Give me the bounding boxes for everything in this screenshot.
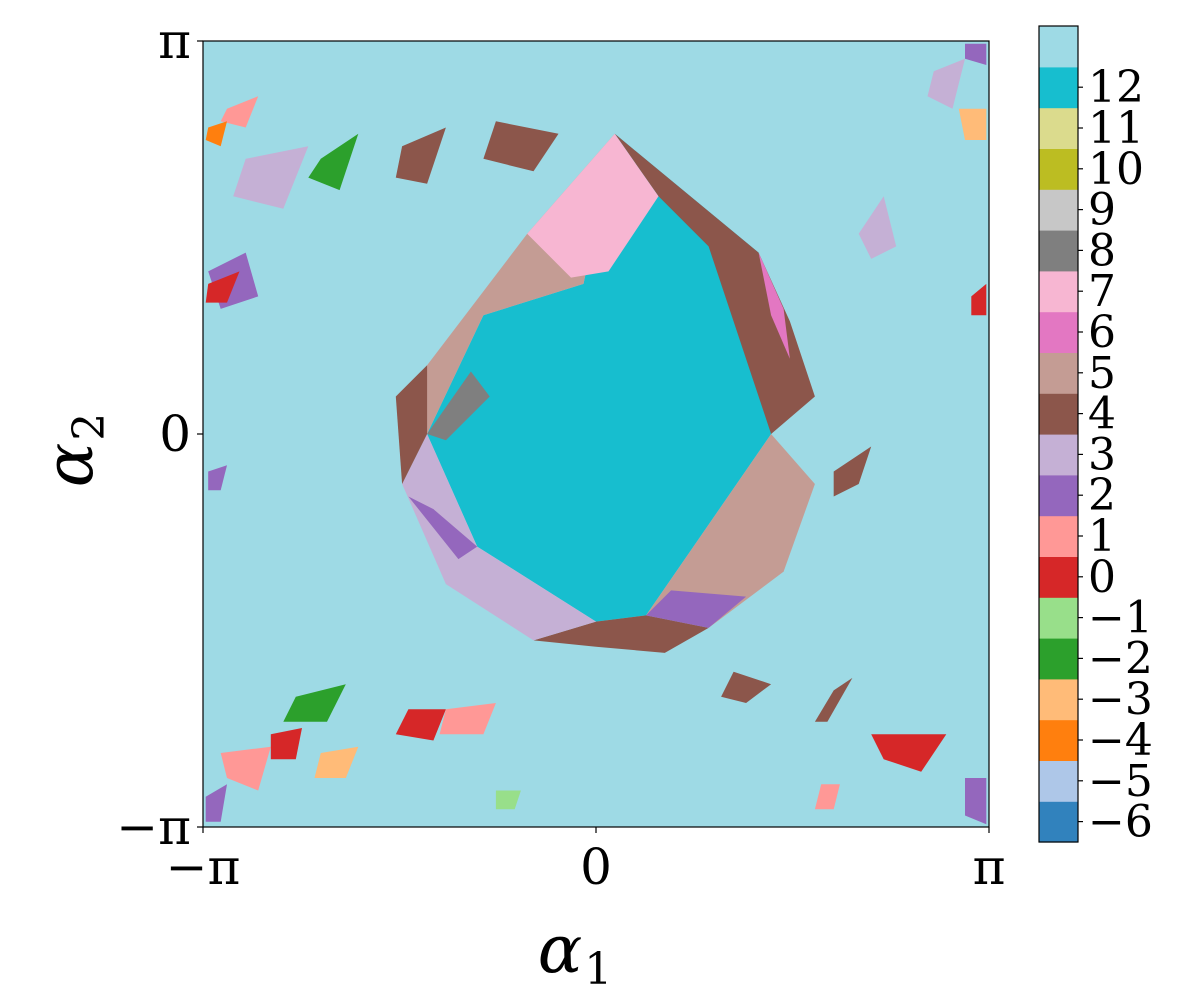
colorbar-swatch xyxy=(1039,801,1078,843)
colorbar-frame xyxy=(1038,25,1079,843)
y-axis-title: α2 xyxy=(31,413,115,488)
heatmap-patch-26 xyxy=(814,784,840,810)
colorbar-swatch xyxy=(1039,270,1078,313)
colorbar-tick-label: 9 xyxy=(1088,185,1116,236)
heatmap-patch-6 xyxy=(483,121,559,172)
colorbar-tick-label: −5 xyxy=(1088,756,1153,807)
heatmap-ring-region-pink xyxy=(758,252,790,359)
colorbar-tick-label: 2 xyxy=(1088,470,1116,521)
heatmap-patch-20 xyxy=(270,728,302,760)
heatmap-patch-3 xyxy=(205,271,240,303)
heatmap-ring-region-ne xyxy=(614,133,815,435)
colorbar-swatch xyxy=(1039,66,1078,109)
x-tick-label: π xyxy=(973,838,1006,896)
heatmap-ring-region-se xyxy=(646,434,815,628)
y-tick-label: −π xyxy=(116,798,191,856)
colorbar-tick-label: 11 xyxy=(1088,103,1144,154)
heatmap-patch-14 xyxy=(871,734,947,772)
colorbar-swatch xyxy=(1039,678,1078,721)
heatmap-patch-28 xyxy=(721,671,772,703)
x-tick-label: −π xyxy=(166,838,241,896)
heatmap-ring-region-w xyxy=(395,365,428,484)
heatmap-patch-23 xyxy=(965,43,987,65)
colorbar-tick-label: 7 xyxy=(1088,266,1116,317)
heatmap-ring-region-top xyxy=(527,133,659,278)
colorbar-tick-label: −3 xyxy=(1088,674,1153,725)
colorbar-tick-label: 8 xyxy=(1088,225,1116,276)
colorbar-swatch xyxy=(1039,26,1078,68)
x-axis-ticks: −π 0 π xyxy=(166,827,1006,896)
heatmap-ring-region-purple-s xyxy=(646,590,747,628)
heatmap-patch-10 xyxy=(858,196,897,259)
colorbar-tick-label: 10 xyxy=(1088,144,1144,195)
heatmap-patch-13 xyxy=(927,58,965,109)
colorbar-swatch xyxy=(1039,434,1078,476)
colorbar-swatch xyxy=(1039,107,1078,149)
heatmap-patch-15 xyxy=(814,677,853,722)
heatmap-patch-12 xyxy=(833,446,872,497)
colorbar-tick-label: −2 xyxy=(1088,633,1153,684)
colorbar-tick-label: 1 xyxy=(1088,511,1116,562)
colorbar-swatch xyxy=(1039,352,1078,394)
heatmap-ring-region-s xyxy=(533,615,709,653)
colorbar-swatch xyxy=(1039,311,1078,353)
heatmap-patch-1 xyxy=(308,133,359,191)
heatmap-patch-17 xyxy=(283,684,346,722)
heatmap-patch-11 xyxy=(971,283,987,316)
y-tick-label: 0 xyxy=(159,405,191,463)
heatmap-patch-16 xyxy=(220,746,271,791)
heatmap-patch-19 xyxy=(439,703,496,735)
colorbar-swatch xyxy=(1039,556,1078,598)
heatmap-patch-22 xyxy=(965,778,987,825)
colorbar-swatch xyxy=(1039,189,1078,231)
heatmap-patch-4 xyxy=(233,146,309,209)
colorbar-tick-label: −6 xyxy=(1088,797,1153,848)
colorbar-swatch xyxy=(1039,515,1078,557)
y-tick-label: π xyxy=(158,12,191,70)
colorbar-tick-label: 6 xyxy=(1088,307,1116,358)
colorbar-swatch xyxy=(1039,638,1078,680)
heatmap-patch-5 xyxy=(395,127,446,184)
heatmap-patch-9 xyxy=(958,108,987,140)
heatmap-ring-region-sw xyxy=(402,434,596,641)
heatmap-regions xyxy=(205,43,987,825)
colorbar-swatch xyxy=(1039,148,1078,190)
colorbar-tick-label: −1 xyxy=(1088,593,1153,644)
heatmap-central-region xyxy=(427,133,772,622)
colorbar-tick-label: 0 xyxy=(1088,552,1116,603)
heatmap-patch-18 xyxy=(395,709,446,741)
heatmap-ring-region-gray xyxy=(427,371,490,441)
colorbar-tick-label: 4 xyxy=(1088,389,1116,440)
colorbar-swatch xyxy=(1039,474,1078,517)
colorbar-swatch xyxy=(1039,230,1078,272)
y-axis-ticks: −π 0 π xyxy=(116,12,203,856)
colorbar-tick-label: 5 xyxy=(1088,348,1116,399)
heatmap-patch-7 xyxy=(220,96,259,128)
heatmap-patch-24 xyxy=(208,465,227,491)
colorbar-tick-label: −4 xyxy=(1088,715,1153,766)
heatmap-patch-27 xyxy=(314,746,359,778)
heatmap-patch-25 xyxy=(495,790,521,810)
heatmap-ring-region-purple-sw xyxy=(408,496,478,560)
heatmap-patch-21 xyxy=(205,784,227,822)
colorbar-tick-label: 12 xyxy=(1088,62,1144,113)
colorbar-swatch xyxy=(1039,393,1078,435)
colorbar-swatch xyxy=(1039,719,1078,761)
heatmap-patch-8 xyxy=(205,121,227,147)
x-tick-label: 0 xyxy=(580,838,612,896)
x-axis-title: α1 xyxy=(538,911,613,995)
colorbar-swatch xyxy=(1039,597,1078,639)
colorbar-swatch xyxy=(1039,760,1078,802)
colorbar-tick-label: 3 xyxy=(1088,429,1116,480)
